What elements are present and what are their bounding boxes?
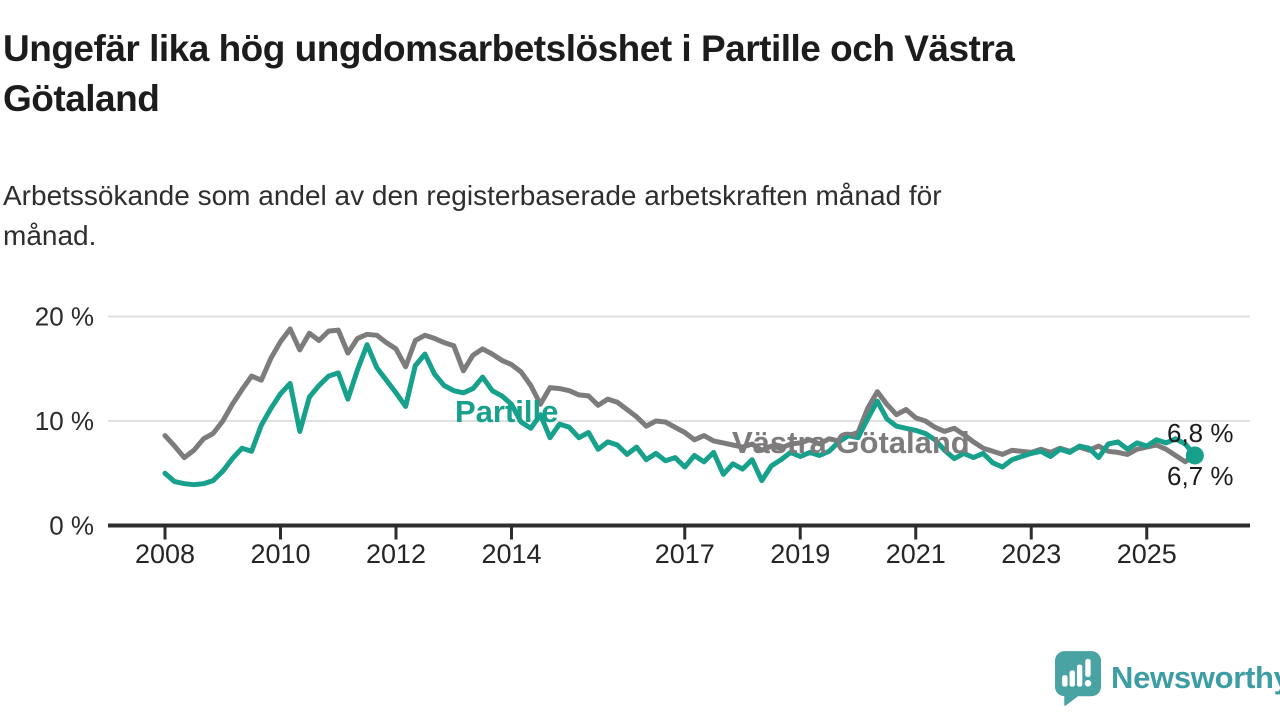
chart-subtitle-line2: månad. <box>3 220 97 251</box>
series-line-v-stra-g-taland <box>162 326 1198 465</box>
page-title-line2: Götaland <box>3 78 160 119</box>
series-label-v-stra-g-taland: Västra Götaland <box>732 425 970 460</box>
x-axis-tick-label: 2021 <box>886 539 946 569</box>
x-axis-tick-label: 2010 <box>250 539 310 569</box>
y-axis-tick-label: 0 % <box>49 511 94 541</box>
newsworthy-logo: Newsworthy <box>1054 648 1280 708</box>
exclamation-bar <box>1085 658 1091 677</box>
chart-subtitle: Arbetssökande som andel av den registerb… <box>3 176 1203 256</box>
x-axis-tick-label: 2012 <box>366 539 426 569</box>
chart-subtitle-line1: Arbetssökande som andel av den registerb… <box>3 180 942 211</box>
x-axis-tick-label: 2008 <box>135 539 195 569</box>
exclamation-dot <box>1084 679 1092 687</box>
bar-chart-glyph <box>1062 658 1092 687</box>
x-axis-tick-label: 2017 <box>655 539 715 569</box>
x-axis-tick-label: 2023 <box>1001 539 1061 569</box>
series-end-dot-partille <box>1185 446 1204 465</box>
y-axis-tick-label: 20 % <box>35 302 94 332</box>
newsworthy-logo-text: Newsworthy <box>1111 660 1280 695</box>
x-axis-tick-label: 2014 <box>481 539 541 569</box>
x-axis-tick-label: 2019 <box>770 539 830 569</box>
newsworthy-logo-icon <box>1054 650 1102 706</box>
series-line-partille <box>162 342 1198 488</box>
series-label-partille: Partille <box>455 394 558 429</box>
page-title-line1: Ungefär lika hög ungdomsarbetslöshet i P… <box>3 28 1015 69</box>
y-axis-tick-label: 10 % <box>35 406 94 436</box>
end-value-label-v-stra-g-taland: 6,8 % <box>1167 418 1234 448</box>
page-title: Ungefär lika hög ungdomsarbetslöshet i P… <box>3 24 1275 124</box>
x-axis-tick-label: 2025 <box>1117 539 1177 569</box>
end-value-label-partille: 6,7 % <box>1167 461 1234 491</box>
